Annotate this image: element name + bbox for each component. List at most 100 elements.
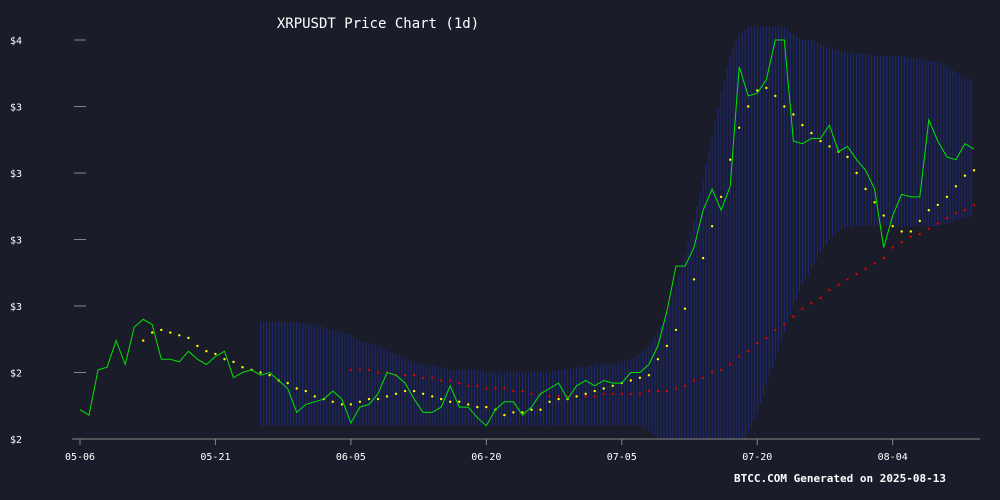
slow-ma-point: [774, 328, 777, 332]
slow-ma-point: [674, 387, 678, 390]
fast-ma-point: [485, 405, 488, 409]
price-series: [79, 39, 975, 427]
fast-ma-point: [521, 411, 524, 414]
fast-ma-point: [286, 381, 289, 385]
fast-ma-point: [259, 371, 262, 374]
fast-ma-point: [747, 105, 750, 108]
slow-ma-point: [458, 381, 461, 385]
fast-ma-point: [891, 225, 894, 228]
slow-ma-point: [485, 387, 488, 390]
fast-ma-point: [593, 389, 596, 393]
slow-ma-point: [494, 387, 497, 390]
fast-ma-point: [927, 209, 930, 212]
fast-ma-point: [421, 392, 425, 395]
fast-ma-point: [376, 397, 380, 401]
fast-ma-point: [647, 374, 651, 377]
slow-ma-point: [954, 211, 958, 215]
slow-ma-point: [701, 376, 705, 379]
slow-ma-point: [629, 392, 632, 395]
slow-ma-point: [431, 376, 434, 379]
fast-ma-point: [611, 384, 614, 387]
slow-ma-point: [476, 384, 479, 387]
slow-ma-point: [503, 387, 506, 390]
fast-ma-point: [539, 408, 542, 411]
slow-ma-point: [738, 355, 741, 358]
fast-ma-point: [864, 187, 867, 191]
slow-ma-point: [692, 379, 696, 382]
slow-ma-point: [882, 256, 885, 260]
fast-ma-point: [819, 139, 822, 143]
fast-ma-point: [476, 405, 479, 409]
fast-ma-point: [972, 169, 976, 172]
x-tick-label: 07-05: [607, 452, 637, 463]
fast-ma-point: [268, 374, 271, 377]
fast-ma-point: [801, 123, 804, 127]
fast-ma-point: [467, 403, 470, 406]
slow-ma-point: [665, 389, 669, 393]
fast-ma-point: [241, 366, 244, 369]
slow-ma-point: [349, 368, 353, 371]
slow-ma-point: [837, 283, 840, 286]
fast-ma-point: [160, 328, 163, 332]
slow-ma-point: [611, 392, 614, 395]
fast-ma-point: [882, 214, 885, 217]
slow-ma-point: [367, 368, 371, 371]
fast-ma-point: [358, 400, 362, 403]
slow-ma-point: [530, 392, 533, 395]
y-tick-label: $3: [10, 169, 22, 180]
chart-title: XRPUSDT Price Chart (1d): [277, 16, 479, 32]
slow-ma-point: [440, 379, 443, 382]
fast-ma-point: [304, 389, 307, 393]
slow-ma-point: [855, 272, 858, 276]
slow-ma-point: [891, 246, 894, 249]
slow-ma-point: [512, 389, 515, 393]
fast-ma-point: [783, 105, 786, 108]
fast-ma-point: [214, 352, 217, 356]
slow-ma-point: [548, 395, 551, 398]
x-tick-label: 07-20: [742, 452, 772, 463]
fast-ma-point: [394, 392, 398, 395]
fast-ma-point: [557, 397, 560, 401]
y-tick-label: $3: [10, 103, 22, 114]
slow-ma-point: [846, 278, 849, 281]
x-tick-label: 08-04: [878, 452, 908, 463]
slow-ma-point: [729, 363, 732, 366]
fast-ma-point: [710, 225, 714, 228]
y-tick-label: $3: [10, 302, 22, 313]
fast-ma-point: [503, 413, 506, 417]
slow-ma-point: [918, 233, 921, 236]
fast-ma-point: [151, 331, 154, 334]
fast-ma-point: [792, 113, 795, 116]
slow-ma-point: [819, 296, 822, 300]
fast-ma-point: [638, 376, 642, 379]
slow-ma-point: [403, 374, 407, 377]
slow-ma-point: [656, 389, 660, 393]
slow-ma-point: [783, 323, 786, 326]
fast-ma-point: [349, 403, 353, 406]
fast-ma-point: [178, 334, 181, 337]
slow-ma-point: [593, 395, 596, 398]
slow-ma-point: [602, 392, 605, 395]
fast-ma-point: [142, 339, 145, 342]
slow-ma-point: [972, 203, 976, 207]
fast-ma-point: [683, 307, 687, 310]
slow-ma-point: [719, 368, 723, 371]
slow-ma-point: [647, 389, 651, 393]
fast-ma-point: [756, 89, 759, 92]
x-ticks: 05-06 05-21 06-05 06-20 07-05 07-20 08-04: [65, 439, 908, 463]
y-tick-label: $2: [10, 369, 22, 380]
fast-ma-point: [828, 145, 831, 148]
fast-ma-point: [629, 379, 632, 382]
fast-ma-point: [385, 395, 389, 398]
slow-ma-point: [449, 379, 452, 382]
slow-ma-point: [765, 336, 768, 340]
slow-ma-point: [421, 376, 425, 379]
fast-ma-point: [458, 400, 461, 403]
slow-ma-point: [945, 217, 949, 220]
fast-ma-point: [873, 201, 876, 204]
x-tick-label: 05-21: [200, 452, 230, 463]
fast-ma-point: [918, 219, 921, 223]
slow-ma-point: [828, 288, 831, 292]
